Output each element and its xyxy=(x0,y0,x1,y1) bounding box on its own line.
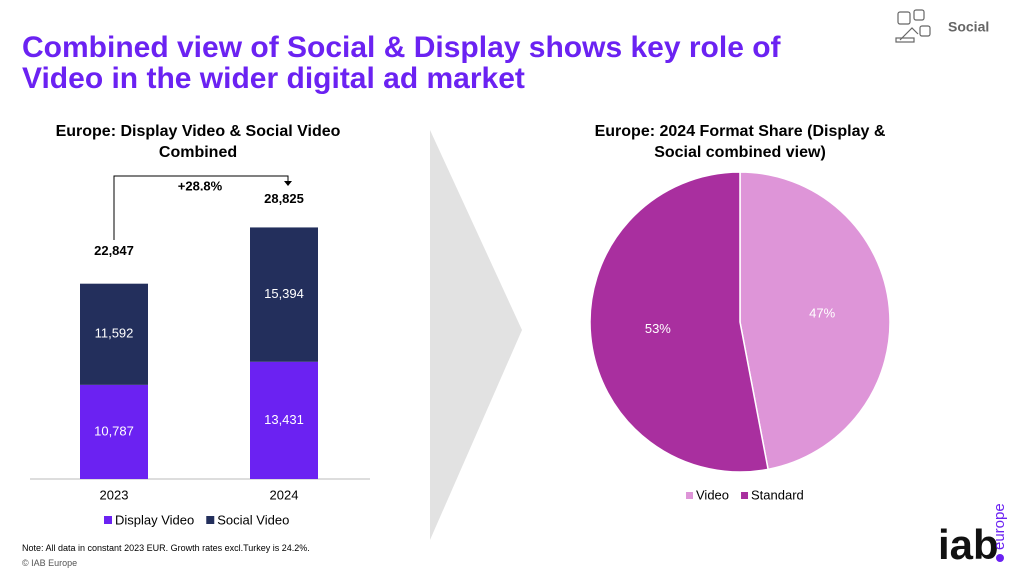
social-icon xyxy=(895,9,931,43)
legend-swatch xyxy=(686,492,693,499)
bar-value-label: 10,787 xyxy=(94,423,134,438)
bar-segment xyxy=(80,283,148,385)
legend-label: Standard xyxy=(751,487,804,502)
tag: Social xyxy=(948,19,989,35)
legend-label: Video xyxy=(696,487,729,502)
bar-value-label: 11,592 xyxy=(95,326,134,341)
logo-region: europe xyxy=(991,503,1008,550)
total-label: 28,825 xyxy=(264,191,304,206)
growth-annotation: +28.8% xyxy=(178,178,223,193)
copyright: © IAB Europe xyxy=(22,558,78,568)
logo-dot xyxy=(996,554,1004,562)
pie-chart-title: Europe: 2024 Format Share (Display & Soc… xyxy=(594,123,886,161)
bar-segment xyxy=(80,384,148,479)
legend-swatch xyxy=(741,492,749,499)
bar-value-label: 15,394 xyxy=(264,286,304,301)
logo-name: iab xyxy=(938,521,999,568)
bar-segment xyxy=(250,227,318,362)
bar-segment xyxy=(250,361,318,479)
pie-slice xyxy=(739,171,891,471)
growth-arrowhead xyxy=(284,181,292,186)
bar-chart-title: Europe: Display Video & Social Video Com… xyxy=(55,123,341,161)
legend-swatch xyxy=(206,516,215,524)
divider-arrow xyxy=(430,130,522,540)
x-tick-label: 2023 xyxy=(100,487,129,502)
pie-slice xyxy=(589,171,769,473)
pie-value-label: 53% xyxy=(645,321,671,336)
total-label: 22,847 xyxy=(94,243,134,258)
bar-value-label: 13,431 xyxy=(264,412,304,427)
pie-value-label: 47% xyxy=(809,306,835,321)
growth-bracket xyxy=(113,175,289,240)
slide-title: Combined view of Social & Display shows … xyxy=(22,31,781,95)
legend-swatch xyxy=(104,516,112,524)
legend-label: Display Video xyxy=(115,512,194,527)
legend-label: Social Video xyxy=(217,512,289,527)
note: Note: All data in constant 2023 EUR. Gro… xyxy=(22,543,310,553)
x-tick-label: 2024 xyxy=(270,487,299,502)
